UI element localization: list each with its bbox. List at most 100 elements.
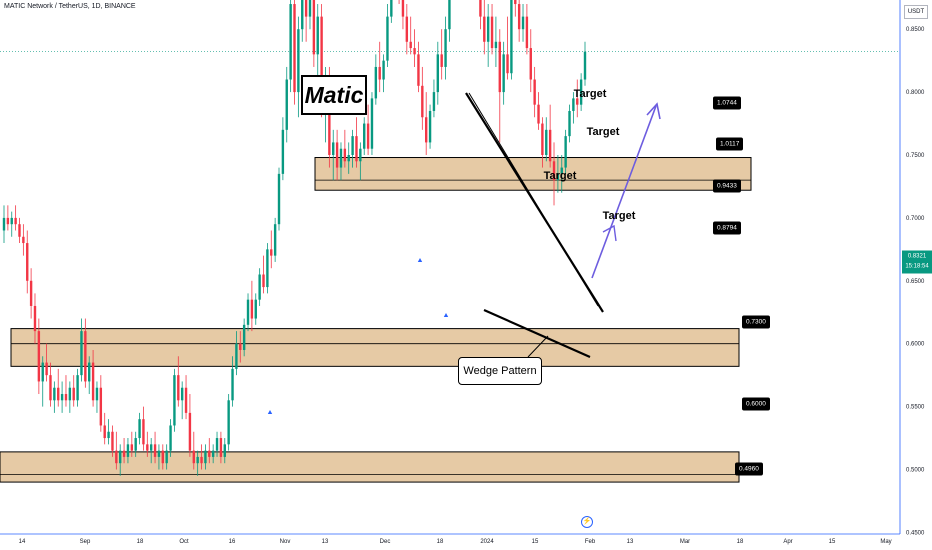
candle-body <box>270 249 273 256</box>
candle-body <box>76 375 79 401</box>
candle-body <box>208 450 211 457</box>
candle-body <box>138 419 141 439</box>
x-tick-label: Dec <box>380 539 391 545</box>
wedge-upper-line-inner <box>468 92 599 307</box>
y-tick-label: 0.6000 <box>906 342 925 348</box>
x-tick-label: 13 <box>322 539 329 545</box>
candle-body <box>266 249 269 288</box>
y-tick-label: 0.7500 <box>906 153 925 159</box>
lightning-icon[interactable]: ⚡ <box>581 516 593 528</box>
x-tick-label: Apr <box>783 539 792 545</box>
candle-body <box>211 450 215 457</box>
x-tick-label: Sep <box>80 539 91 545</box>
candle-body <box>184 387 188 413</box>
candle-body <box>316 16 319 55</box>
wedge-pattern-label: Wedge Pattern <box>458 357 542 385</box>
candle-body <box>242 324 246 350</box>
candle-body <box>37 331 41 382</box>
x-tick-label: 18 <box>437 539 444 545</box>
candle-body <box>57 387 60 401</box>
x-tick-label: Feb <box>585 539 596 545</box>
candle-body <box>149 444 153 451</box>
candle-body <box>483 16 486 42</box>
candle-body <box>157 450 161 457</box>
candle-body <box>49 375 52 401</box>
candle-body <box>541 123 544 155</box>
candle-body <box>583 51 587 80</box>
candle-body <box>239 343 242 350</box>
y-tick-label: 0.8000 <box>906 90 925 96</box>
candle-body <box>107 431 110 439</box>
candle-body <box>424 117 428 143</box>
x-tick-label: Oct <box>179 539 189 545</box>
matic-title-box: Matic <box>301 75 367 115</box>
y-tick-label: 0.4500 <box>906 530 925 536</box>
candle-body <box>502 54 505 93</box>
candle-body <box>146 444 149 451</box>
candle-body <box>525 16 529 49</box>
candle-body <box>351 136 354 155</box>
candle-body <box>88 362 91 382</box>
candle-body <box>262 274 265 288</box>
candle-body <box>490 16 494 49</box>
candle-body <box>254 299 257 319</box>
candle-body <box>80 331 83 376</box>
candle-body <box>529 48 532 80</box>
candle-body <box>552 161 556 181</box>
y-tick-label: 0.7000 <box>906 216 925 222</box>
candle-body <box>53 387 56 401</box>
candle-body <box>572 98 575 111</box>
candle-body <box>537 104 540 124</box>
candle-body <box>122 450 126 457</box>
candle-body <box>281 129 285 174</box>
candle-body <box>421 85 424 118</box>
candle-body <box>428 110 432 143</box>
candle-body <box>308 0 312 17</box>
candle-body <box>289 4 292 80</box>
candle-body <box>359 148 362 162</box>
candle-body <box>328 79 331 155</box>
support-zone-1 <box>314 157 752 191</box>
target-label-2: Target <box>586 126 620 138</box>
candle-body <box>227 400 230 445</box>
candle-body <box>188 412 192 451</box>
currency-badge[interactable]: USDT <box>904 5 928 19</box>
candle-body <box>498 41 501 93</box>
candle-body <box>486 16 490 42</box>
candle-body <box>223 444 226 457</box>
candle-body <box>118 450 122 464</box>
y-tick-label: 0.5000 <box>906 468 925 474</box>
x-tick-label: Mar <box>680 539 690 545</box>
candle-body <box>134 438 137 451</box>
candle-body <box>355 136 358 162</box>
candle-body <box>177 375 180 401</box>
target-value-3: 0.9433 <box>713 179 741 193</box>
candle-body <box>285 79 288 130</box>
current-price-tag: 0.8321 15:18:54 <box>902 250 932 274</box>
candle-body <box>258 274 261 300</box>
candle-body <box>297 29 300 93</box>
candle-body <box>386 16 389 61</box>
candle-body <box>347 155 350 162</box>
candle-body <box>568 110 571 137</box>
candle-body <box>556 173 560 181</box>
candle-body <box>95 387 99 401</box>
candle-body <box>444 29 447 67</box>
candle-body <box>45 362 48 376</box>
candle-body <box>374 66 378 99</box>
candle-body <box>343 148 347 162</box>
candle-body <box>99 387 103 426</box>
candle-body <box>18 224 21 237</box>
candle-body <box>301 0 304 30</box>
wedge-lower-line <box>483 308 591 359</box>
support-zone-2 <box>10 328 740 367</box>
target-value-1: 1.0744 <box>713 96 741 110</box>
target-label-4: Target <box>602 210 636 222</box>
candle-body <box>432 92 436 111</box>
candle-body <box>29 280 33 306</box>
candle-body <box>510 0 513 74</box>
candle-body <box>91 362 95 401</box>
support-value-1: 0.7300 <box>742 315 770 329</box>
